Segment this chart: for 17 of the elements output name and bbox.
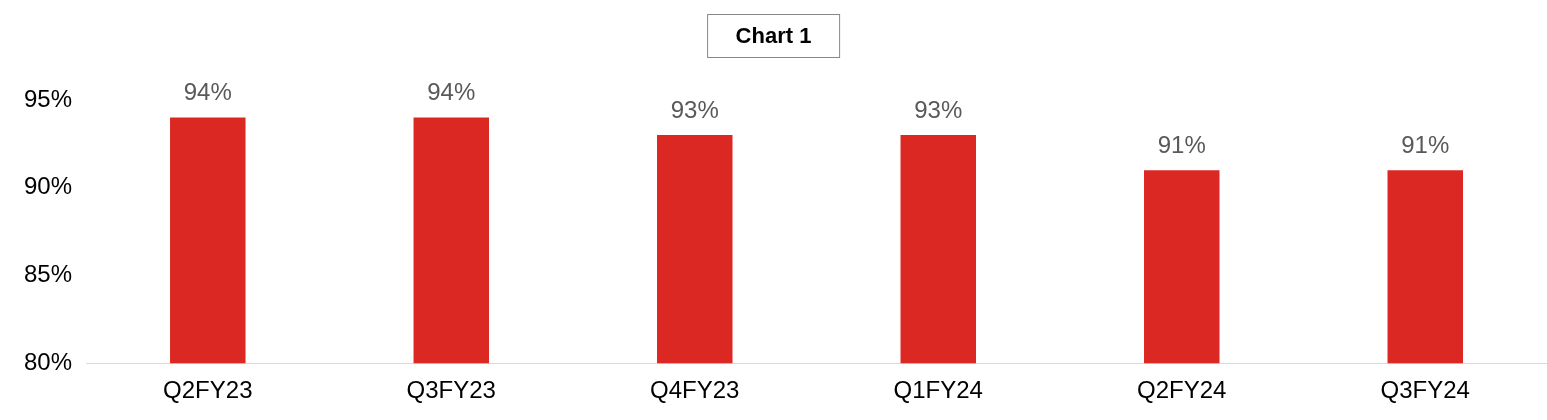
- y-tick-label: 95%: [23, 84, 73, 112]
- y-tick-label: 90%: [23, 172, 73, 200]
- data-label: 91%: [1157, 130, 1206, 158]
- x-tick-label: Q2FY24: [1137, 376, 1227, 404]
- chart-title: Chart 1: [706, 14, 841, 58]
- x-tick-label: Q1FY24: [893, 376, 983, 404]
- x-tick-label: Q4FY23: [650, 376, 740, 404]
- y-tick-label: 80%: [23, 347, 73, 375]
- x-tick-label: Q3FY24: [1380, 376, 1470, 404]
- x-tick-label: Q3FY23: [406, 376, 496, 404]
- data-label: 93%: [670, 95, 719, 123]
- data-label: 91%: [1401, 130, 1450, 158]
- y-tick-label: 85%: [23, 260, 73, 288]
- data-label: 94%: [427, 78, 476, 106]
- data-label: 94%: [183, 78, 232, 106]
- data-label: 93%: [914, 95, 963, 123]
- x-tick-label: Q2FY23: [163, 376, 253, 404]
